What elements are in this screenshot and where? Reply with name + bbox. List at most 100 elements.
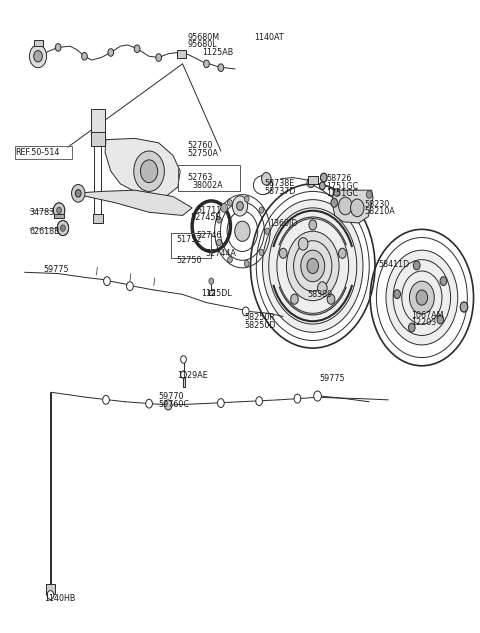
Circle shape	[394, 290, 400, 299]
Bar	[178, 165, 240, 191]
Circle shape	[440, 277, 447, 285]
Circle shape	[318, 282, 327, 294]
Circle shape	[29, 45, 47, 68]
Circle shape	[141, 160, 157, 182]
Circle shape	[279, 248, 287, 258]
Polygon shape	[332, 190, 373, 223]
Text: 52745B: 52745B	[191, 213, 222, 222]
Circle shape	[263, 199, 363, 332]
Text: 95680L: 95680L	[187, 41, 217, 49]
Circle shape	[437, 315, 444, 324]
Circle shape	[331, 198, 337, 207]
Text: 58726: 58726	[326, 174, 351, 184]
Bar	[46, 584, 55, 594]
Circle shape	[366, 191, 372, 198]
Circle shape	[307, 258, 319, 273]
Text: 1129AE: 1129AE	[177, 372, 207, 380]
Text: 58411D: 58411D	[379, 260, 410, 269]
Text: 59760C: 59760C	[158, 400, 190, 409]
Bar	[182, 374, 185, 387]
Text: 62618B: 62618B	[29, 227, 60, 235]
Circle shape	[309, 220, 317, 230]
Circle shape	[57, 220, 69, 235]
Circle shape	[338, 197, 352, 215]
Text: REF.50-514: REF.50-514	[15, 147, 60, 157]
Circle shape	[237, 201, 243, 210]
Text: 1125DL: 1125DL	[201, 289, 231, 298]
Circle shape	[57, 207, 61, 213]
Circle shape	[256, 397, 263, 406]
Text: 1140HB: 1140HB	[44, 594, 75, 603]
Circle shape	[287, 231, 339, 301]
Bar	[54, 214, 64, 218]
Circle shape	[408, 323, 415, 332]
Text: 34783: 34783	[29, 208, 55, 216]
Circle shape	[180, 371, 186, 379]
Circle shape	[259, 207, 264, 213]
Circle shape	[386, 250, 458, 345]
Text: 51752: 51752	[177, 235, 203, 244]
Text: 52750A: 52750A	[187, 149, 218, 158]
Circle shape	[217, 399, 224, 408]
Circle shape	[413, 261, 420, 270]
Text: 58738E: 58738E	[264, 179, 294, 189]
Text: 52750: 52750	[177, 256, 203, 265]
Circle shape	[82, 53, 87, 60]
Circle shape	[334, 189, 339, 196]
Circle shape	[55, 44, 61, 51]
Text: 38002A: 38002A	[192, 180, 223, 190]
Polygon shape	[72, 190, 192, 215]
Circle shape	[290, 294, 298, 304]
Circle shape	[108, 49, 114, 56]
Circle shape	[164, 400, 172, 410]
Circle shape	[228, 256, 232, 263]
Polygon shape	[105, 139, 180, 196]
Circle shape	[338, 248, 346, 258]
Circle shape	[156, 54, 161, 61]
Circle shape	[320, 182, 325, 189]
Circle shape	[216, 217, 221, 223]
Circle shape	[134, 45, 140, 53]
Text: 1751GC: 1751GC	[326, 189, 358, 199]
Circle shape	[262, 173, 271, 185]
Circle shape	[416, 290, 428, 305]
Circle shape	[350, 199, 364, 216]
Text: 52746: 52746	[196, 231, 222, 240]
Text: 95680M: 95680M	[187, 33, 219, 42]
Bar	[177, 50, 186, 58]
Text: 1125AB: 1125AB	[202, 48, 233, 57]
Circle shape	[301, 250, 324, 282]
Text: 58210A: 58210A	[364, 207, 395, 216]
Circle shape	[75, 189, 81, 197]
Bar	[209, 290, 214, 295]
Text: 51711: 51711	[197, 206, 222, 215]
Circle shape	[242, 307, 249, 316]
Text: 58737D: 58737D	[264, 187, 295, 196]
Circle shape	[221, 203, 228, 212]
Circle shape	[294, 394, 301, 403]
Circle shape	[104, 277, 110, 285]
Text: 1140AT: 1140AT	[254, 33, 284, 42]
Circle shape	[216, 239, 221, 246]
Bar	[170, 233, 211, 258]
Text: 12203: 12203	[411, 318, 437, 327]
Text: 58389: 58389	[307, 290, 332, 299]
Circle shape	[209, 278, 214, 284]
Circle shape	[232, 196, 248, 216]
Bar	[91, 110, 105, 134]
Text: 59775: 59775	[319, 374, 345, 383]
Circle shape	[53, 203, 65, 218]
Bar	[15, 146, 72, 159]
Circle shape	[103, 396, 109, 404]
Circle shape	[127, 282, 133, 291]
Circle shape	[244, 260, 249, 266]
Circle shape	[235, 221, 250, 241]
Text: 59775: 59775	[44, 265, 70, 273]
Circle shape	[307, 177, 315, 187]
Bar	[93, 214, 103, 223]
Circle shape	[259, 249, 264, 256]
Circle shape	[47, 591, 54, 599]
Text: 58250R: 58250R	[245, 313, 276, 322]
Circle shape	[327, 294, 335, 304]
Circle shape	[321, 173, 327, 182]
